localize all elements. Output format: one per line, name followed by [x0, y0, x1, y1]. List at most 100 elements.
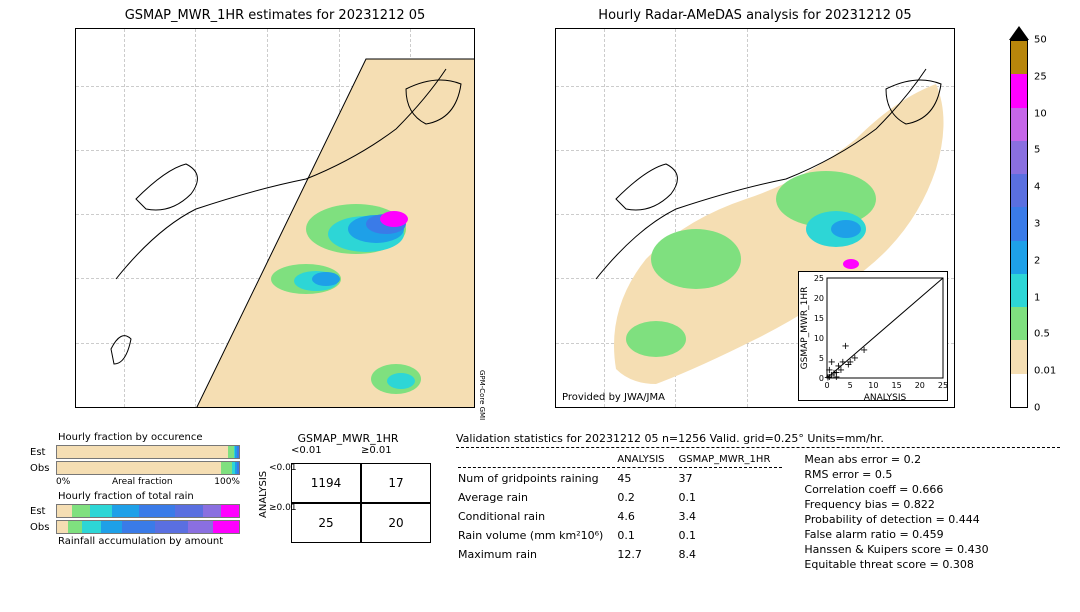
fraction-segment: [72, 505, 90, 517]
stats-metric: Frequency bias = 0.822: [804, 497, 988, 512]
stats-metric: Hanssen & Kuipers score = 0.430: [804, 542, 988, 557]
row-label: Obs: [30, 463, 56, 474]
ytick: 30°N: [75, 273, 76, 284]
fraction-segment: [155, 521, 188, 533]
stats-metric: False alarm ratio = 0.459: [804, 527, 988, 542]
ct-col-head: ≥0.01: [361, 445, 431, 463]
colorbar-segment: [1011, 174, 1027, 207]
ytick: 45°N: [555, 80, 556, 91]
svg-text:20: 20: [915, 381, 925, 390]
fraction-segment: [82, 521, 100, 533]
fraction-segment: [188, 521, 213, 533]
fraction-segment: [57, 462, 221, 474]
left-map: 45°N 40°N 35°N 30°N 25°N 125°E 130°E 135…: [75, 28, 475, 408]
svg-text:10: 10: [868, 381, 878, 390]
ct-title: GSMAP_MWR_1HR: [258, 432, 438, 445]
svg-text:5: 5: [848, 381, 853, 390]
colorbar-tick: 25: [1028, 71, 1047, 82]
ct-col-head: <0.01: [291, 445, 361, 463]
ct-ylabel: ANALYSIS: [258, 445, 269, 543]
scatter-point: +: [851, 353, 859, 364]
stats-col-head: ANALYSIS: [617, 454, 676, 468]
stats-cell: 37: [679, 470, 783, 487]
ct-cell: 20: [361, 503, 431, 543]
ytick: 40°N: [555, 144, 556, 155]
scatter-ylabel: GSMAP_MWR_1HR: [800, 287, 810, 370]
stats-cell: 0.1: [679, 489, 783, 506]
fraction-segment: [213, 521, 238, 533]
ytick: 35°N: [75, 209, 76, 220]
fraction-segment: [237, 446, 239, 458]
fraction-segment: [221, 462, 232, 474]
stats-cell: 12.7: [617, 546, 676, 563]
colorbar-segment: [1011, 307, 1027, 340]
stats-metric: Probability of detection = 0.444: [804, 512, 988, 527]
svg-text:20: 20: [814, 294, 824, 303]
ytick: 25°N: [555, 337, 556, 348]
acc-title: Rainfall accumulation by amount: [58, 536, 240, 547]
colorbar-tick: 3: [1028, 219, 1040, 230]
fraction-segment: [57, 521, 68, 533]
xtick: 135°E: [732, 407, 762, 408]
row-label: Est: [30, 506, 56, 517]
colorbar: 502510543210.50.010: [1010, 40, 1028, 408]
colorbar-segment: [1011, 241, 1027, 274]
ct-row-head: <0.01: [269, 463, 291, 503]
stats-metric: Equitable threat score = 0.308: [804, 557, 988, 572]
contingency-table: GSMAP_MWR_1HR ANALYSIS <0.01 ≥0.01 <0.01…: [258, 432, 438, 572]
colorbar-segment: [1011, 141, 1027, 174]
fraction-segment: [112, 505, 139, 517]
provided-label: Provided by JWA/JMA: [562, 392, 665, 403]
left-map-credit: GPM-Core GMI: [478, 370, 486, 420]
ytick: 45°N: [75, 80, 76, 91]
stats-col-head: GSMAP_MWR_1HR: [679, 454, 783, 468]
colorbar-tick: 10: [1028, 108, 1047, 119]
svg-text:0: 0: [819, 374, 824, 383]
scatter-point: +: [841, 341, 849, 352]
tot-title: Hourly fraction of total rain: [58, 491, 240, 502]
fraction-segment: [90, 505, 112, 517]
stats-cell: 0.2: [617, 489, 676, 506]
stats-cell: 8.4: [679, 546, 783, 563]
stats-col-head: [458, 454, 615, 468]
stats-title: Validation statistics for 20231212 05 n=…: [456, 432, 1060, 448]
colorbar-tick: 0.01: [1028, 366, 1056, 377]
colorbar-tick: 5: [1028, 145, 1040, 156]
xtick: 135°E: [252, 407, 282, 408]
colorbar-tick: 4: [1028, 182, 1040, 193]
stats-cell: Conditional rain: [458, 508, 615, 525]
colorbar-arrow-top: [1009, 26, 1029, 40]
ct-cell: 17: [361, 463, 431, 503]
colorbar-segment: [1011, 374, 1027, 407]
stats-cell: 0.1: [679, 527, 783, 544]
validation-statistics: Validation statistics for 20231212 05 n=…: [456, 432, 1060, 572]
svg-text:25: 25: [814, 274, 824, 283]
colorbar-tick: 0: [1028, 403, 1040, 414]
ct-cell: 25: [291, 503, 361, 543]
stats-cell: Rain volume (mm km²10⁶): [458, 527, 615, 544]
svg-text:15: 15: [814, 314, 824, 323]
colorbar-segment: [1011, 108, 1027, 141]
stats-metric: Correlation coeff = 0.666: [804, 482, 988, 497]
stats-cell: Num of gridpoints raining: [458, 470, 615, 487]
fraction-segment: [101, 521, 123, 533]
stats-cell: Average rain: [458, 489, 615, 506]
xtick: 145°E: [395, 407, 425, 408]
scale-label: Areal fraction: [112, 477, 173, 487]
fraction-segment: [68, 521, 83, 533]
ytick: 25°N: [75, 337, 76, 348]
stats-metric: RMS error = 0.5: [804, 467, 988, 482]
stats-cell: Maximum rain: [458, 546, 615, 563]
scale-label: 0%: [56, 477, 70, 487]
xtick: 130°E: [660, 407, 690, 408]
colorbar-segment: [1011, 340, 1027, 373]
ct-row-head: ≥0.01: [269, 503, 291, 543]
ytick: 30°N: [555, 273, 556, 284]
scatter-xlabel: ANALYSIS: [864, 393, 907, 402]
fraction-segment: [122, 521, 155, 533]
fraction-segment: [175, 505, 202, 517]
svg-text:15: 15: [892, 381, 902, 390]
xtick: 140°E: [323, 407, 353, 408]
colorbar-tick: 1: [1028, 292, 1040, 303]
ytick: 40°N: [75, 144, 76, 155]
